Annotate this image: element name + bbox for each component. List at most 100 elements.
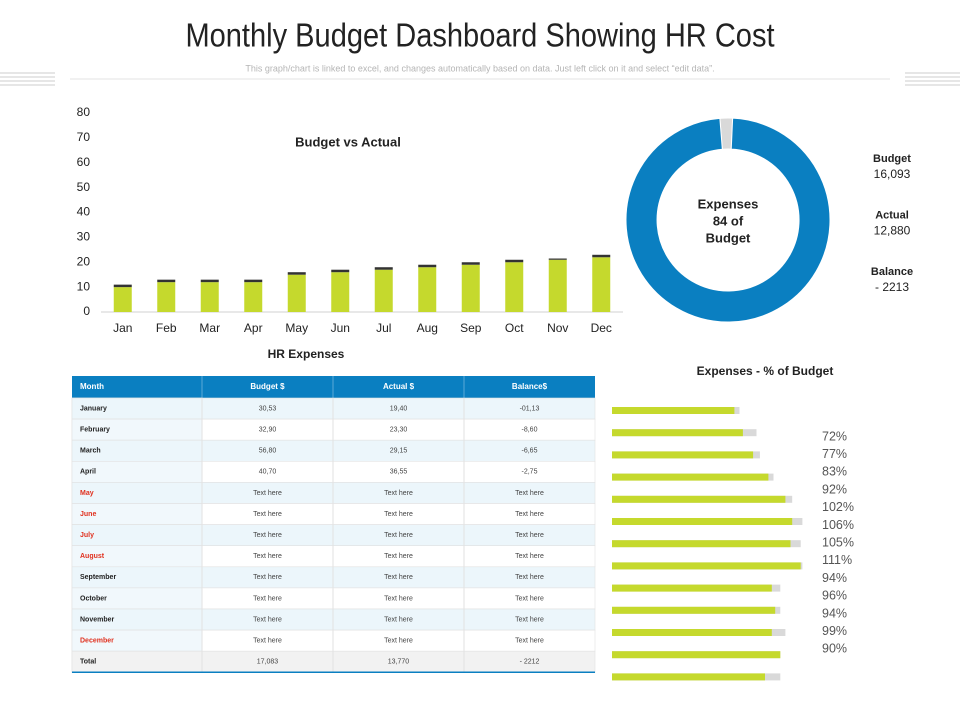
x-tick-label: Jun: [331, 321, 350, 335]
x-tick-label: Oct: [505, 321, 524, 335]
stat-name: Balance: [871, 266, 913, 278]
table-cell: January: [80, 405, 107, 412]
table-cell: Text here: [515, 511, 544, 518]
bar-segment: [505, 262, 524, 312]
bar-segment: [200, 279, 219, 283]
table-cell: Text here: [384, 637, 413, 644]
progress-bar: [612, 451, 754, 459]
percent-label: 77%: [822, 447, 847, 461]
column-header: Budget $: [250, 382, 285, 391]
progress-bar: [612, 407, 735, 414]
table-cell: Text here: [515, 595, 544, 602]
table-cell: 13,770: [388, 659, 410, 666]
y-tick-label: 20: [77, 254, 91, 268]
stat-value: 12,880: [874, 224, 911, 238]
table-cell: Text here: [515, 616, 544, 623]
progress-bar: [612, 495, 786, 503]
y-tick-label: 50: [77, 180, 91, 194]
bar-segment: [244, 282, 263, 312]
bar-segment: [418, 264, 437, 268]
bar-segment: [113, 284, 132, 288]
y-tick-label: 0: [83, 304, 90, 318]
progress-bar: [612, 606, 776, 614]
y-tick-label: 60: [77, 155, 91, 169]
table-cell: 56,80: [259, 448, 277, 455]
table-cell: November: [80, 616, 115, 623]
table-cell: July: [80, 532, 94, 539]
bar-segment: [592, 254, 611, 258]
percent-label: 102%: [822, 500, 854, 514]
progress-bar: [612, 518, 793, 525]
progress-bar: [612, 562, 801, 570]
table-cell: Total: [80, 659, 96, 666]
table-cell: Text here: [515, 490, 544, 497]
y-tick-label: 40: [77, 205, 91, 219]
table-cell: Text here: [384, 532, 413, 539]
bar-segment: [331, 269, 350, 273]
bar-segment: [461, 262, 480, 265]
table-cell: Text here: [515, 532, 544, 539]
table-cell: June: [80, 511, 96, 518]
table-cell: Text here: [253, 616, 282, 623]
page-title: Monthly Budget Dashboard Showing HR Cost: [185, 17, 774, 54]
table-cell: -2,75: [522, 469, 538, 476]
stat-value: - 2213: [875, 280, 909, 294]
bar-segment: [374, 267, 393, 270]
table-cell: October: [80, 595, 107, 602]
table-cell: 19,40: [390, 405, 408, 412]
column-header: Balance$: [512, 382, 548, 391]
table-title: HR Expenses: [268, 347, 345, 361]
bar-segment: [287, 274, 306, 312]
table-cell: Text here: [253, 553, 282, 560]
stat-name: Actual: [875, 209, 909, 221]
table-cell: Text here: [253, 595, 282, 602]
table-cell: August: [80, 553, 105, 560]
table-cell: April: [80, 469, 96, 476]
bar-segment: [331, 272, 350, 312]
table-cell: Text here: [515, 637, 544, 644]
bar-segment: [287, 272, 306, 275]
table-cell: Text here: [384, 616, 413, 623]
table-cell: 36,55: [390, 469, 408, 476]
percent-label: 99%: [822, 624, 847, 638]
progress-bar: [612, 473, 769, 481]
chart-title: Budget vs Actual: [295, 134, 401, 149]
x-tick-label: Sep: [460, 321, 482, 335]
subtitle: This graph/chart is linked to excel, and…: [245, 63, 714, 73]
percent-label: 94%: [822, 606, 847, 620]
percent-label: 105%: [822, 535, 854, 549]
percent-label: 72%: [822, 429, 847, 443]
bar-segment: [244, 279, 263, 283]
percent-label: 111%: [822, 553, 852, 567]
table-cell: March: [80, 448, 101, 455]
table-cell: 29,15: [390, 448, 408, 455]
progress-bar: [612, 584, 772, 592]
percent-label: 94%: [822, 571, 847, 585]
donut-slice: [625, 117, 831, 323]
table-cell: September: [80, 574, 116, 581]
percent-label: 90%: [822, 642, 847, 656]
donut-center-text: Budget: [706, 230, 751, 245]
x-tick-label: Jul: [376, 321, 391, 335]
table-cell: -8,60: [522, 426, 538, 433]
x-tick-label: Jan: [113, 321, 132, 335]
table-cell: December: [80, 637, 114, 644]
table-cell: Text here: [384, 490, 413, 497]
bar-segment: [461, 264, 480, 312]
table-cell: 23,30: [390, 426, 408, 433]
progress-bar: [612, 540, 791, 548]
table-cell: 40,70: [259, 469, 277, 476]
table-cell: Text here: [253, 511, 282, 518]
bar-segment: [113, 287, 132, 312]
table-cell: Text here: [384, 553, 413, 560]
bar-segment: [548, 259, 567, 312]
progress-bar: [612, 673, 765, 681]
stat-name: Budget: [873, 153, 911, 165]
x-tick-label: Feb: [156, 321, 177, 335]
x-tick-label: Mar: [199, 321, 220, 335]
column-header: Month: [80, 382, 104, 391]
table-cell: Text here: [253, 574, 282, 581]
bar-segment: [157, 282, 176, 312]
x-tick-label: May: [285, 321, 308, 335]
